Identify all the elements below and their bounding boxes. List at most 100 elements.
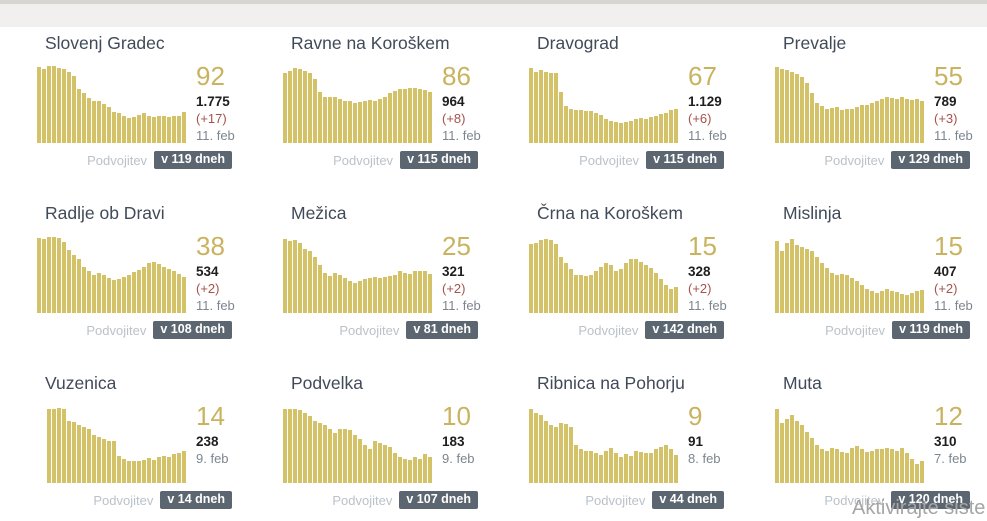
bar: [132, 461, 136, 483]
cases-bar-chart[interactable]: [36, 233, 186, 313]
bar: [910, 459, 914, 483]
bar: [363, 100, 367, 143]
bar: [57, 407, 61, 483]
bar: [579, 110, 583, 143]
bar: [388, 447, 392, 483]
bar: [142, 459, 146, 483]
bar: [659, 114, 663, 143]
bar: [62, 408, 66, 483]
bar: [895, 451, 899, 483]
bar: [393, 91, 397, 143]
bar: [72, 255, 76, 313]
bar: [614, 452, 618, 483]
doubling-label: Podvojitev: [578, 322, 639, 338]
bar: [810, 93, 814, 143]
cases-bar-chart[interactable]: [282, 63, 432, 143]
bar: [795, 421, 799, 483]
cases-bar-chart[interactable]: [774, 233, 924, 313]
bar: [333, 273, 337, 313]
bar: [82, 266, 86, 313]
bar: [614, 271, 618, 313]
cases-bar-chart[interactable]: [528, 63, 678, 143]
bar: [117, 113, 121, 143]
bar: [870, 103, 874, 143]
bar: [534, 412, 538, 483]
bar: [373, 101, 377, 143]
bar: [825, 108, 829, 143]
bar: [905, 99, 909, 143]
bar: [298, 242, 302, 313]
active-cases-value: 15: [934, 231, 963, 261]
cases-bar-chart[interactable]: [282, 403, 432, 483]
cases-bar-chart[interactable]: [774, 403, 924, 483]
bar: [393, 274, 397, 313]
bar: [408, 273, 412, 313]
cases-bar-chart[interactable]: [36, 403, 186, 483]
bar: [790, 71, 794, 143]
bar: [569, 109, 573, 143]
bar: [840, 273, 844, 313]
bar: [554, 73, 558, 143]
bar: [549, 72, 553, 143]
bar: [157, 264, 161, 313]
active-cases-value: 14: [196, 401, 225, 431]
cases-bar-chart[interactable]: [774, 63, 924, 143]
bar: [122, 459, 126, 483]
bar: [172, 115, 176, 143]
bar: [122, 277, 126, 313]
bar: [172, 454, 176, 483]
bar: [283, 72, 287, 143]
municipality-card: Mežica 25 321 (+2) 11. feb Podvojitev v …: [282, 203, 481, 339]
municipality-card: Muta 12 310 7. feb Podvojitev v 120 dneh: [774, 373, 970, 509]
bar: [619, 123, 623, 143]
bar: [343, 100, 347, 143]
bar: [890, 290, 894, 313]
bar: [875, 101, 879, 143]
bar: [780, 68, 784, 143]
stats-block: 15 407 (+2) 11. feb: [934, 231, 973, 313]
total-cases-value: 238: [196, 434, 219, 449]
stats-block: 12 310 7. feb: [934, 403, 970, 483]
doubling-badge: v 107 dneh: [399, 491, 478, 509]
bar: [669, 289, 673, 313]
active-cases-value: 38: [196, 231, 225, 261]
municipality-card: Ravne na Koroškem 86 964 (+8) 11. feb Po…: [282, 33, 481, 169]
active-cases-value: 15: [688, 231, 717, 261]
windows-activation-watermark: Aktivirajte siste: [852, 497, 986, 519]
daily-change-value: (+2): [934, 281, 958, 296]
bar: [664, 112, 668, 143]
bar: [534, 71, 538, 143]
bar: [97, 437, 101, 483]
active-cases-value: 25: [442, 231, 471, 261]
bar: [303, 249, 307, 313]
bar: [162, 455, 166, 483]
bar: [47, 237, 51, 313]
last-update-date: 11. feb: [196, 298, 235, 313]
cases-bar-chart[interactable]: [282, 233, 432, 313]
bar: [654, 115, 658, 143]
bar: [554, 427, 558, 483]
bar: [805, 83, 809, 143]
cases-bar-chart[interactable]: [528, 403, 678, 483]
bar: [137, 115, 141, 143]
bar: [42, 69, 46, 143]
bar: [569, 269, 573, 313]
bar: [368, 277, 372, 313]
bar: [348, 281, 352, 313]
cases-bar-chart[interactable]: [528, 233, 678, 313]
bar: [915, 291, 919, 313]
bar: [177, 115, 181, 143]
bar: [152, 459, 156, 483]
cases-bar-chart[interactable]: [36, 63, 186, 143]
last-update-date: 9. feb: [196, 451, 229, 466]
doubling-label: Podvojitev: [585, 492, 646, 508]
bar: [569, 427, 573, 483]
last-update-date: 11. feb: [688, 128, 727, 143]
total-cases-value: 789: [934, 94, 957, 109]
municipality-title: Mežica: [291, 203, 347, 223]
bar: [318, 265, 322, 313]
doubling-badge: v 120 dneh: [891, 491, 970, 509]
bar: [363, 279, 367, 313]
bar: [308, 72, 312, 143]
bar: [413, 271, 417, 313]
